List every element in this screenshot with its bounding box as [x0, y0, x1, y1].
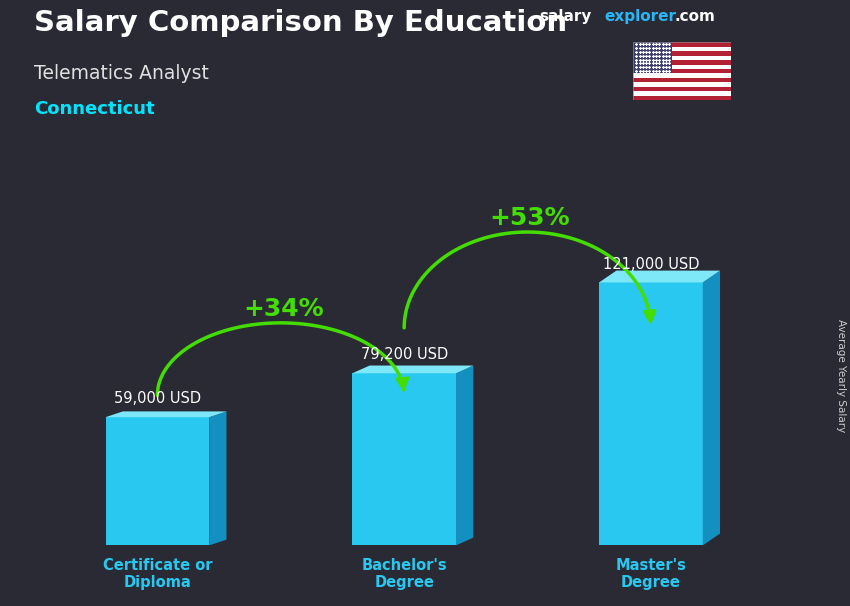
Text: 121,000 USD: 121,000 USD: [603, 256, 700, 271]
Bar: [633, 47, 731, 52]
Text: +53%: +53%: [490, 207, 570, 230]
Polygon shape: [703, 271, 720, 545]
Text: 79,200 USD: 79,200 USD: [360, 347, 448, 362]
Polygon shape: [599, 271, 720, 282]
Text: 59,000 USD: 59,000 USD: [114, 391, 201, 406]
Text: .com: .com: [674, 9, 715, 24]
Bar: [633, 87, 731, 91]
Text: salary: salary: [540, 9, 592, 24]
Bar: [633, 42, 672, 73]
Text: explorer: explorer: [604, 9, 677, 24]
Text: Certificate or
Diploma: Certificate or Diploma: [103, 558, 212, 590]
Text: Master's
Degree: Master's Degree: [615, 558, 686, 590]
Text: Connecticut: Connecticut: [34, 100, 155, 118]
Bar: [599, 282, 703, 545]
Bar: [633, 91, 731, 96]
Bar: [633, 42, 731, 47]
Bar: [353, 373, 456, 545]
Bar: [633, 73, 731, 78]
Bar: [633, 96, 731, 100]
Text: Telematics Analyst: Telematics Analyst: [34, 64, 209, 82]
Text: Average Yearly Salary: Average Yearly Salary: [836, 319, 846, 432]
Text: Bachelor's
Degree: Bachelor's Degree: [361, 558, 447, 590]
Text: +34%: +34%: [243, 298, 324, 321]
Polygon shape: [353, 365, 473, 373]
Bar: [633, 52, 731, 56]
Bar: [633, 78, 731, 82]
Polygon shape: [105, 411, 226, 417]
Polygon shape: [456, 365, 473, 545]
Polygon shape: [209, 411, 226, 545]
Bar: [633, 65, 731, 69]
Bar: [105, 417, 209, 545]
Bar: [633, 82, 731, 87]
Bar: [633, 60, 731, 65]
Text: Salary Comparison By Education: Salary Comparison By Education: [34, 9, 567, 37]
Bar: [633, 69, 731, 73]
Bar: [633, 56, 731, 60]
